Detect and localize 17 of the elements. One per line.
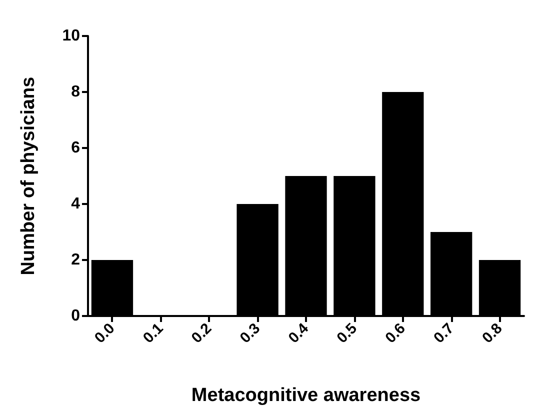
y-tick-label: 4 — [71, 196, 80, 212]
x-tick-label: 0.1 — [140, 320, 167, 347]
y-tick-label: 8 — [71, 84, 80, 100]
x-axis-title: Metacognitive awareness — [191, 385, 421, 406]
x-tick-label: 0.5 — [334, 320, 360, 347]
x-tick-label: 0.0 — [91, 320, 118, 347]
y-tick-label: 10 — [62, 28, 80, 44]
x-tick-label: 0.7 — [430, 320, 458, 347]
x-tick-label: 0.2 — [188, 320, 216, 347]
y-axis-title: Number of physicians — [18, 76, 39, 276]
x-tick-label: 0.6 — [382, 320, 409, 347]
x-tick-label: 0.4 — [285, 320, 312, 347]
y-tick-label: 6 — [71, 140, 80, 156]
y-tick-label: 2 — [71, 252, 80, 268]
x-tick-label: 0.3 — [236, 320, 264, 347]
y-tick-label: 0 — [71, 308, 80, 324]
x-tick-label: 0.8 — [479, 320, 506, 347]
